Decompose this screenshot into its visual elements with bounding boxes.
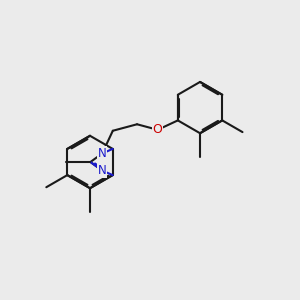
Text: O: O bbox=[153, 123, 163, 136]
Text: N: N bbox=[98, 164, 106, 177]
Text: N: N bbox=[98, 147, 106, 160]
